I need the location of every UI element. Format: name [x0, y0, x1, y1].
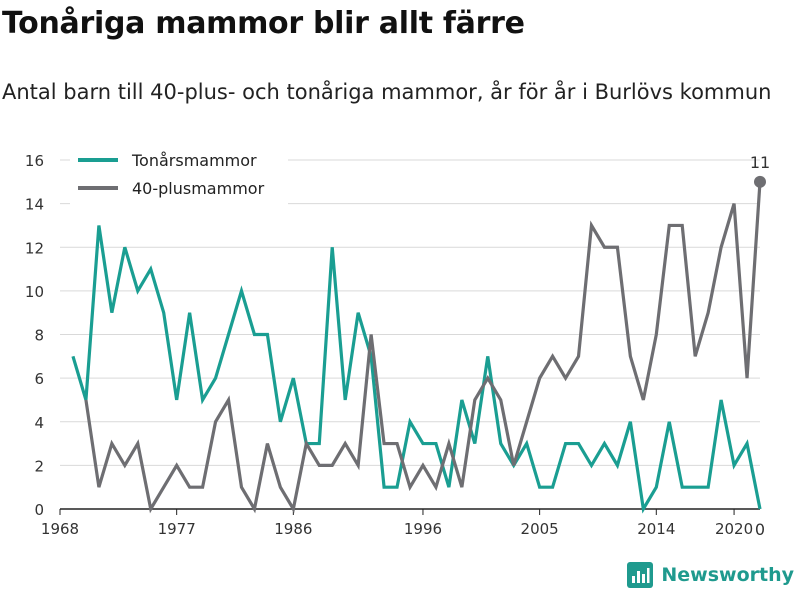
brand-name: Newsworthy [661, 564, 794, 586]
legend-background [70, 146, 288, 206]
x-tick-label: 1986 [274, 520, 312, 538]
end-value-label: 0 [755, 520, 765, 539]
y-tick-label: 6 [34, 370, 44, 388]
end-value-label: 11 [750, 153, 770, 172]
y-tick-label: 12 [25, 239, 44, 257]
newsworthy-logo-icon [627, 562, 654, 588]
chart-title: Tonåriga mammor blir allt färre [2, 6, 525, 41]
end-point-marker [754, 175, 766, 188]
y-tick-label: 10 [25, 283, 44, 301]
y-tick-label: 8 [34, 327, 44, 345]
end-markers: 0 11 [750, 153, 770, 539]
series-line-40-plusmammor [84, 181, 762, 514]
y-tick-label: 2 [34, 457, 44, 475]
x-tick-label: 2014 [637, 520, 675, 538]
x-axis: 1968 1977 1986 1996 2005 2014 2020 [41, 508, 760, 538]
brand-logo: Newsworthy [627, 562, 794, 588]
legend-label: Tonårsmammor [131, 151, 257, 170]
series-lines [71, 181, 762, 514]
legend-label: 40-plusmammor [132, 179, 265, 198]
y-tick-label: 0 [34, 501, 44, 519]
x-tick-label: 2005 [521, 520, 559, 538]
x-tick-label: 2020 [715, 520, 753, 538]
chart-subtitle: Antal barn till 40-plus- och tonåriga ma… [2, 80, 772, 104]
y-axis-ticks: 0 2 4 6 8 10 12 14 16 [25, 152, 44, 519]
series-line-tonarsmammor [71, 225, 762, 514]
y-tick-label: 4 [34, 414, 44, 432]
legend: Tonårsmammor 40-plusmammor [70, 146, 288, 206]
x-tick-label: 1977 [158, 520, 196, 538]
x-tick-label: 1968 [41, 520, 79, 538]
y-tick-label: 14 [25, 196, 44, 214]
y-tick-label: 16 [25, 152, 44, 170]
x-tick-label: 1996 [404, 520, 442, 538]
